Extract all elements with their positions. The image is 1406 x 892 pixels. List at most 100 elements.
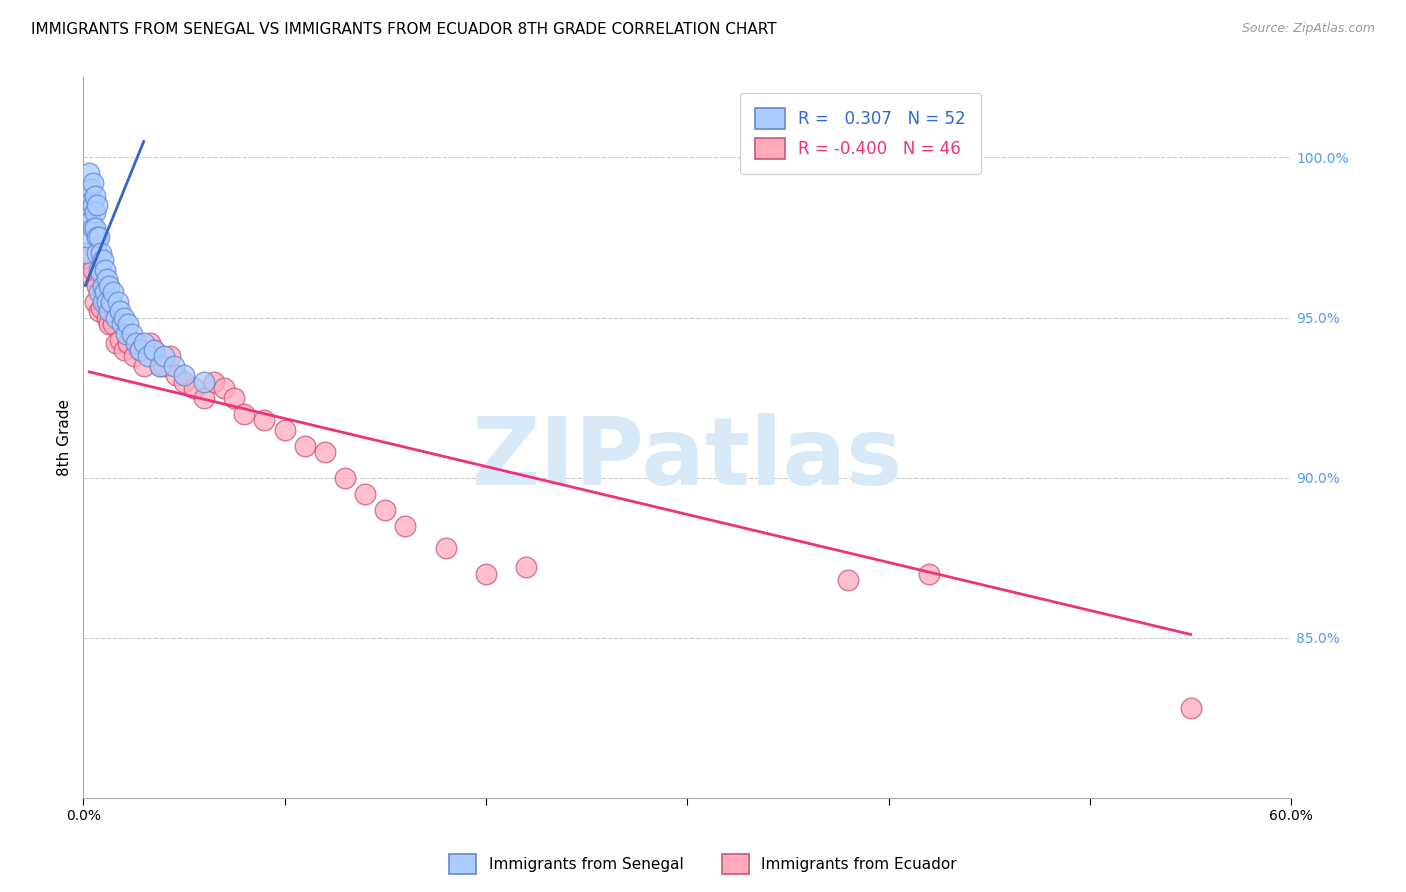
Point (108, 333, 131, 347)
Point (90, 301, 112, 315)
Point (273, 423, 295, 437)
Point (333, 470, 356, 484)
Point (149, 359, 172, 373)
Point (84, 189, 107, 203)
Point (128, 343, 150, 357)
Text: Source: ZipAtlas.com: Source: ZipAtlas.com (1241, 22, 1375, 36)
Point (86, 246, 108, 260)
Point (80, 268, 103, 283)
Point (104, 310, 127, 325)
Point (93, 278, 115, 293)
Point (314, 445, 336, 459)
Point (108, 304, 131, 318)
Point (79, 246, 101, 260)
Text: IMMIGRANTS FROM SENEGAL VS IMMIGRANTS FROM ECUADOR 8TH GRADE CORRELATION CHART: IMMIGRANTS FROM SENEGAL VS IMMIGRANTS FR… (31, 22, 776, 37)
Point (202, 375, 225, 389)
Point (96, 294, 118, 309)
Point (84, 205, 107, 219)
Point (142, 343, 165, 357)
Point (212, 381, 235, 395)
Point (79, 166, 101, 180)
Point (138, 336, 160, 351)
Point (149, 359, 172, 373)
Point (136, 349, 159, 363)
Text: ZIPatlas: ZIPatlas (471, 413, 903, 505)
Point (294, 439, 316, 453)
Point (117, 317, 139, 331)
Point (82, 220, 104, 235)
Point (89, 304, 111, 318)
Point (96, 272, 118, 286)
Point (86, 278, 108, 293)
Legend: Immigrants from Senegal, Immigrants from Ecuador: Immigrants from Senegal, Immigrants from… (443, 848, 963, 880)
Point (1180, 701, 1202, 715)
Point (107, 294, 129, 309)
Point (86, 198, 108, 212)
Point (224, 391, 246, 405)
Point (117, 336, 139, 351)
Point (82, 176, 104, 190)
Point (84, 294, 107, 309)
Point (76, 205, 98, 219)
Point (75, 246, 97, 260)
Point (165, 368, 187, 383)
Point (374, 502, 396, 516)
Point (159, 349, 181, 363)
Point (93, 294, 115, 309)
Point (128, 343, 150, 357)
Point (89, 230, 111, 244)
Point (122, 349, 145, 363)
Point (94, 262, 117, 277)
Legend: R =   0.307   N = 52, R = -0.400   N = 46: R = 0.307 N = 52, R = -0.400 N = 46 (740, 93, 981, 174)
Point (918, 566, 941, 581)
Point (515, 560, 537, 574)
Point (173, 368, 195, 383)
Point (142, 343, 165, 357)
Point (98, 317, 121, 331)
Point (79, 198, 101, 212)
Point (100, 294, 122, 309)
Point (103, 285, 125, 299)
Point (121, 326, 143, 341)
Point (89, 262, 111, 277)
Point (110, 317, 132, 331)
Point (837, 573, 859, 587)
Point (112, 310, 135, 325)
Point (80, 214, 103, 228)
Point (94, 294, 117, 309)
Point (475, 566, 498, 581)
Point (114, 326, 136, 341)
Point (253, 413, 276, 427)
Point (193, 391, 215, 405)
Point (153, 359, 176, 373)
Point (93, 285, 115, 299)
Point (86, 230, 108, 244)
Point (153, 349, 176, 363)
Point (90, 246, 112, 260)
Point (89, 285, 111, 299)
Point (80, 195, 103, 210)
Point (173, 375, 195, 389)
Point (103, 317, 125, 331)
Point (82, 198, 104, 212)
Point (98, 278, 121, 293)
Point (93, 252, 115, 267)
Point (112, 343, 135, 357)
Point (98, 304, 121, 318)
Point (233, 407, 256, 421)
Point (82, 262, 104, 277)
Point (183, 381, 205, 395)
Point (124, 336, 146, 351)
Point (132, 336, 155, 351)
Point (354, 486, 377, 500)
Point (163, 359, 186, 373)
Point (80, 182, 103, 196)
Point (94, 285, 117, 299)
Point (193, 375, 215, 389)
Point (84, 220, 107, 235)
Point (79, 182, 101, 196)
Y-axis label: 8th Grade: 8th Grade (58, 399, 72, 476)
Point (132, 359, 155, 373)
Point (76, 230, 98, 244)
Point (394, 518, 416, 533)
